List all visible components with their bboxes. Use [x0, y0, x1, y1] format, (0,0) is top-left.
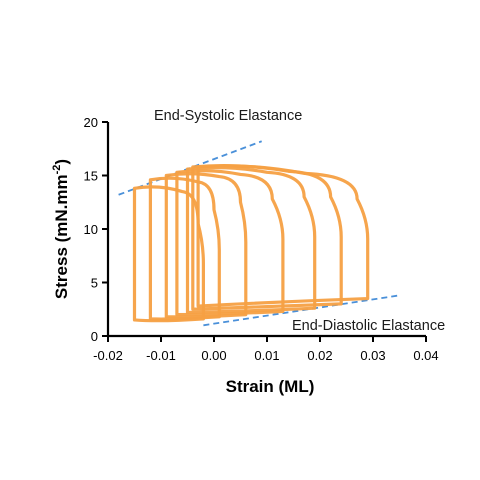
y-tick-label: 5	[91, 276, 98, 291]
x-tick-label: -0.01	[146, 348, 176, 363]
x-tick-label: 0.03	[360, 348, 385, 363]
y-axis-title-main: Stress (mN.mm	[52, 174, 71, 299]
pv-loop	[191, 164, 343, 311]
y-tick-label: 10	[84, 222, 98, 237]
y-tick-label: 15	[84, 169, 98, 184]
y-tick-label: 0	[91, 329, 98, 344]
pv-loop	[175, 169, 285, 317]
x-axis-title: Strain (ML)	[226, 377, 315, 396]
x-axis-ticks: -0.02 -0.01 0.00 0.01 0.02 0.03 0.04	[93, 336, 439, 363]
pv-loop	[148, 176, 221, 321]
x-tick-label: 0.04	[413, 348, 438, 363]
x-tick-label: 0.02	[307, 348, 332, 363]
y-axis-ticks: 0 5 10 15 20	[84, 115, 108, 344]
pv-loop	[164, 172, 248, 319]
y-axis-title-superscript: -2	[51, 165, 63, 175]
pv-loop	[185, 166, 317, 315]
y-axis-title: Stress (mN.mm-2)	[51, 159, 71, 299]
x-tick-label: 0.01	[254, 348, 279, 363]
elastance-line	[203, 294, 400, 327]
y-axis-title-end: )	[52, 159, 71, 165]
x-tick-label: 0.00	[201, 348, 226, 363]
end-diastolic-annotation: End-Diastolic Elastance	[292, 318, 445, 334]
end-systolic-annotation: End-Systolic Elastance	[154, 108, 302, 124]
pv-loop	[196, 164, 370, 308]
pressure-volume-loops	[132, 164, 370, 323]
y-tick-label: 20	[84, 115, 98, 130]
x-tick-label: -0.02	[93, 348, 123, 363]
